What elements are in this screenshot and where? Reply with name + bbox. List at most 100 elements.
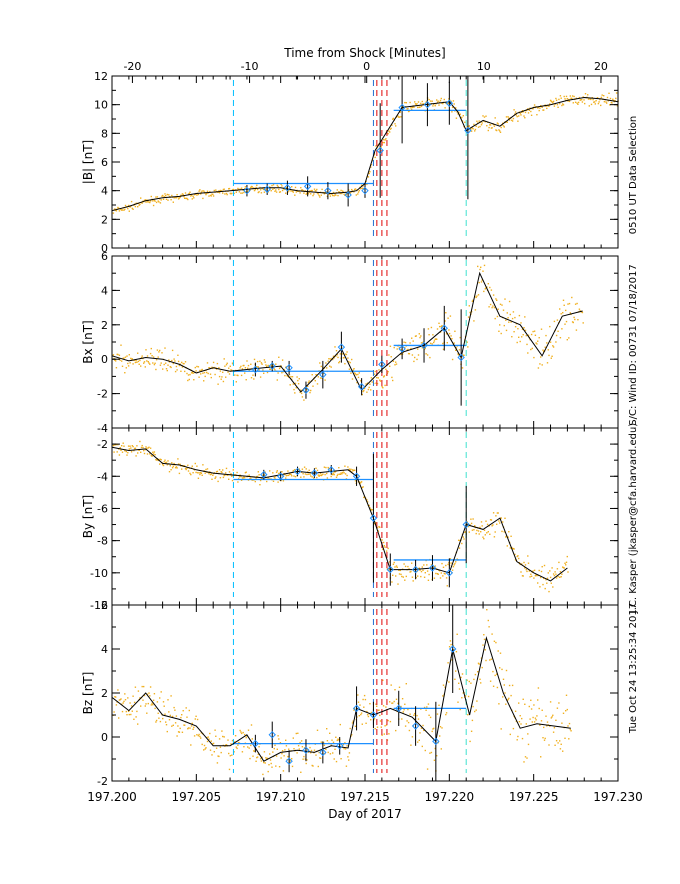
data-dot (289, 473, 291, 475)
data-dot (177, 360, 180, 363)
data-dot (422, 724, 424, 727)
data-dot (248, 747, 250, 749)
data-dot (530, 575, 533, 577)
data-dot (158, 717, 160, 719)
data-dot (558, 702, 560, 704)
data-dot (503, 531, 505, 533)
data-dot (165, 724, 168, 726)
data-dot (555, 577, 558, 579)
data-dot (260, 760, 263, 762)
data-dot (334, 471, 336, 473)
data-dot (534, 334, 537, 336)
data-dot (194, 462, 196, 465)
data-dot (184, 467, 187, 470)
data-dot (236, 747, 238, 750)
y-tick-label: 2 (101, 213, 108, 226)
data-dot (555, 334, 558, 337)
data-dot (269, 470, 271, 472)
data-dot (436, 755, 438, 757)
data-dot (411, 736, 414, 738)
data-dot (440, 572, 442, 574)
data-dot (218, 469, 221, 471)
data-dot (198, 733, 200, 736)
data-dot (376, 527, 379, 529)
data-dot (473, 529, 475, 531)
data-dot (272, 364, 275, 366)
data-dot (322, 473, 324, 475)
data-dot (587, 94, 589, 96)
data-dot (362, 390, 364, 393)
data-dot (271, 184, 273, 187)
data-dot (600, 104, 602, 107)
data-dot (573, 95, 575, 98)
data-dot (360, 481, 362, 484)
data-dot (294, 382, 297, 385)
data-dot (226, 193, 228, 196)
data-dot (212, 742, 215, 745)
data-dot (259, 189, 262, 191)
data-dot (235, 381, 237, 383)
data-dot (294, 392, 296, 394)
data-dot (535, 719, 537, 721)
data-dot (398, 686, 401, 688)
data-marker (428, 564, 437, 572)
data-dot (392, 117, 395, 120)
data-dot (389, 720, 392, 723)
data-dot (540, 570, 543, 573)
data-dot (455, 651, 458, 653)
data-dot (212, 743, 214, 745)
data-dot (553, 574, 556, 577)
data-dot (169, 366, 171, 368)
data-dot (508, 684, 511, 687)
data-dot (299, 192, 301, 194)
data-dot (611, 102, 613, 104)
data-dot (325, 466, 327, 469)
data-dot (430, 564, 433, 566)
data-dot (114, 696, 116, 698)
data-dot (244, 477, 246, 479)
data-dot (527, 562, 530, 564)
data-dot (354, 372, 356, 374)
data-dot (468, 680, 470, 683)
data-dot (385, 368, 387, 370)
data-dot (313, 477, 315, 479)
data-dot (301, 396, 304, 398)
data-dot (123, 700, 125, 703)
data-dot (289, 384, 291, 386)
data-dot (172, 362, 174, 365)
data-dot (240, 187, 243, 189)
data-dot (258, 369, 260, 371)
data-dot (492, 524, 494, 526)
data-dot (477, 265, 479, 268)
data-dot (457, 353, 459, 355)
data-dot (403, 709, 405, 711)
data-marker (445, 569, 454, 577)
data-dot (238, 476, 241, 478)
data-dot (136, 445, 138, 447)
data-dot (213, 189, 215, 192)
data-dot (212, 195, 215, 197)
data-dot (170, 695, 172, 697)
data-dot (436, 328, 439, 330)
data-dot (513, 331, 515, 333)
data-dot (330, 475, 332, 478)
data-dot (523, 115, 525, 117)
data-dot (319, 196, 321, 198)
data-dot (530, 333, 533, 336)
data-dot (479, 125, 481, 128)
data-dot (370, 711, 373, 714)
data-dot (384, 384, 386, 387)
series-line (111, 446, 568, 582)
data-dot (342, 743, 345, 746)
data-dot (163, 705, 165, 707)
data-dot (363, 389, 365, 392)
data-dot (200, 369, 203, 371)
data-dot (475, 125, 477, 127)
data-dot (296, 376, 298, 378)
data-dot (361, 723, 363, 725)
data-dot (499, 522, 501, 524)
data-dot (593, 101, 595, 103)
data-dot (536, 114, 538, 116)
data-dot (433, 103, 435, 105)
data-dot (526, 757, 528, 759)
